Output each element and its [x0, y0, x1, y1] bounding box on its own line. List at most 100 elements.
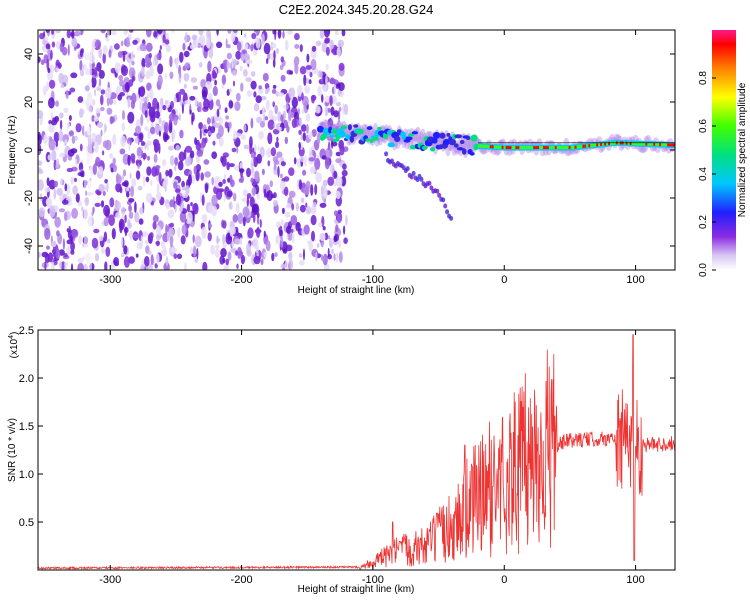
noise-speckle: [338, 251, 343, 263]
branch-blob: [411, 170, 416, 176]
noise-speckle: [275, 48, 280, 54]
noise-speckle: [232, 59, 237, 67]
noise-speckle: [48, 97, 55, 109]
signal-core: [637, 142, 640, 146]
signal-core: [478, 144, 480, 148]
noise-speckle: [70, 241, 75, 252]
snr-xlabel: Height of straight line (km): [298, 584, 415, 595]
noise-speckle: [288, 109, 292, 122]
noise-speckle: [304, 85, 310, 94]
noise-speckle: [130, 185, 135, 198]
noise-speckle: [121, 110, 126, 121]
noise-speckle: [222, 258, 226, 264]
noise-speckle: [169, 199, 175, 208]
noise-speckle: [219, 117, 224, 125]
noise-speckle: [299, 44, 303, 53]
noise-speckle: [98, 47, 103, 59]
noise-speckle: [150, 114, 156, 123]
noise-speckle: [55, 67, 60, 72]
noise-speckle: [103, 204, 111, 217]
signal-blob: [448, 138, 456, 146]
noise-speckle: [300, 124, 307, 132]
noise-speckle: [280, 56, 284, 63]
noise-speckle: [158, 130, 161, 137]
noise-speckle: [123, 180, 129, 188]
noise-speckle: [280, 114, 283, 122]
noise-speckle: [214, 248, 220, 258]
noise-speckle: [58, 249, 65, 256]
noise-speckle: [280, 264, 286, 269]
noise-speckle: [174, 157, 179, 166]
noise-speckle: [342, 163, 347, 170]
noise-speckle: [215, 244, 220, 249]
noise-speckle: [69, 32, 76, 37]
spectrogram-xlabel: Height of straight line (km): [298, 285, 415, 296]
noise-speckle: [289, 70, 293, 75]
noise-speckle: [273, 50, 276, 61]
signal-core: [537, 146, 540, 150]
signal-core: [511, 146, 514, 150]
noise-speckle: [179, 51, 184, 63]
noise-speckle: [288, 251, 293, 260]
noise-speckle: [38, 169, 44, 175]
signal-core: [480, 144, 482, 148]
noise-speckle: [119, 92, 125, 97]
noise-speckle: [169, 222, 175, 228]
noise-speckle: [263, 113, 266, 124]
noise-speckle: [269, 180, 273, 188]
noise-speckle: [71, 208, 78, 219]
snr-y-ticks: 0.5 1.0 1.5 2.0 2.5: [19, 325, 675, 529]
noise-speckle: [214, 79, 218, 86]
noise-speckle: [333, 110, 339, 118]
noise-speckle: [102, 52, 106, 64]
noise-speckle: [163, 245, 167, 256]
noise-speckle: [277, 165, 280, 178]
noise-speckle: [90, 76, 97, 88]
noise-speckle: [228, 100, 234, 109]
noise-speckle: [139, 207, 144, 215]
spectrogram-x-ticks: -300 -200 -100 0 100: [99, 30, 645, 286]
noise-speckle: [135, 159, 142, 167]
signal-core: [592, 143, 595, 147]
signal-core: [558, 146, 561, 150]
y-tick-label: 2.0: [19, 373, 34, 385]
noise-speckle: [317, 85, 322, 97]
noise-speckle: [227, 177, 231, 183]
noise-speckle: [179, 129, 184, 139]
noise-speckle: [66, 167, 74, 173]
signal-core: [543, 146, 545, 150]
signal-blob: [405, 136, 413, 141]
noise-speckle: [144, 110, 148, 118]
noise-band: [83, 30, 92, 270]
noise-speckle: [301, 109, 305, 114]
noise-speckle: [302, 132, 306, 142]
noise-speckle: [46, 58, 50, 71]
noise-speckle: [239, 162, 243, 170]
noise-speckle: [220, 248, 227, 258]
noise-speckle: [98, 183, 105, 194]
noise-speckle: [183, 83, 187, 89]
noise-speckle: [221, 155, 227, 167]
noise-speckle: [339, 106, 342, 112]
noise-speckle: [204, 183, 209, 194]
noise-speckle: [333, 253, 336, 261]
noise-speckle: [298, 253, 303, 258]
noise-speckle: [253, 91, 257, 98]
noise-speckle: [216, 132, 221, 140]
noise-speckle: [180, 235, 186, 245]
noise-speckle: [201, 226, 207, 239]
noise-speckle: [165, 256, 169, 267]
signal-core: [667, 143, 670, 147]
noise-speckle: [70, 176, 74, 185]
noise-speckle: [189, 44, 196, 50]
noise-speckle: [106, 96, 110, 107]
noise-speckle: [238, 168, 245, 174]
noise-speckle: [42, 39, 48, 46]
y-tick-label: 20: [23, 96, 35, 108]
signal-core: [560, 146, 563, 150]
noise-speckle: [134, 137, 139, 144]
noise-speckle: [301, 92, 304, 101]
noise-speckle: [211, 151, 218, 159]
signal-core: [489, 145, 492, 149]
noise-speckle: [286, 235, 289, 240]
